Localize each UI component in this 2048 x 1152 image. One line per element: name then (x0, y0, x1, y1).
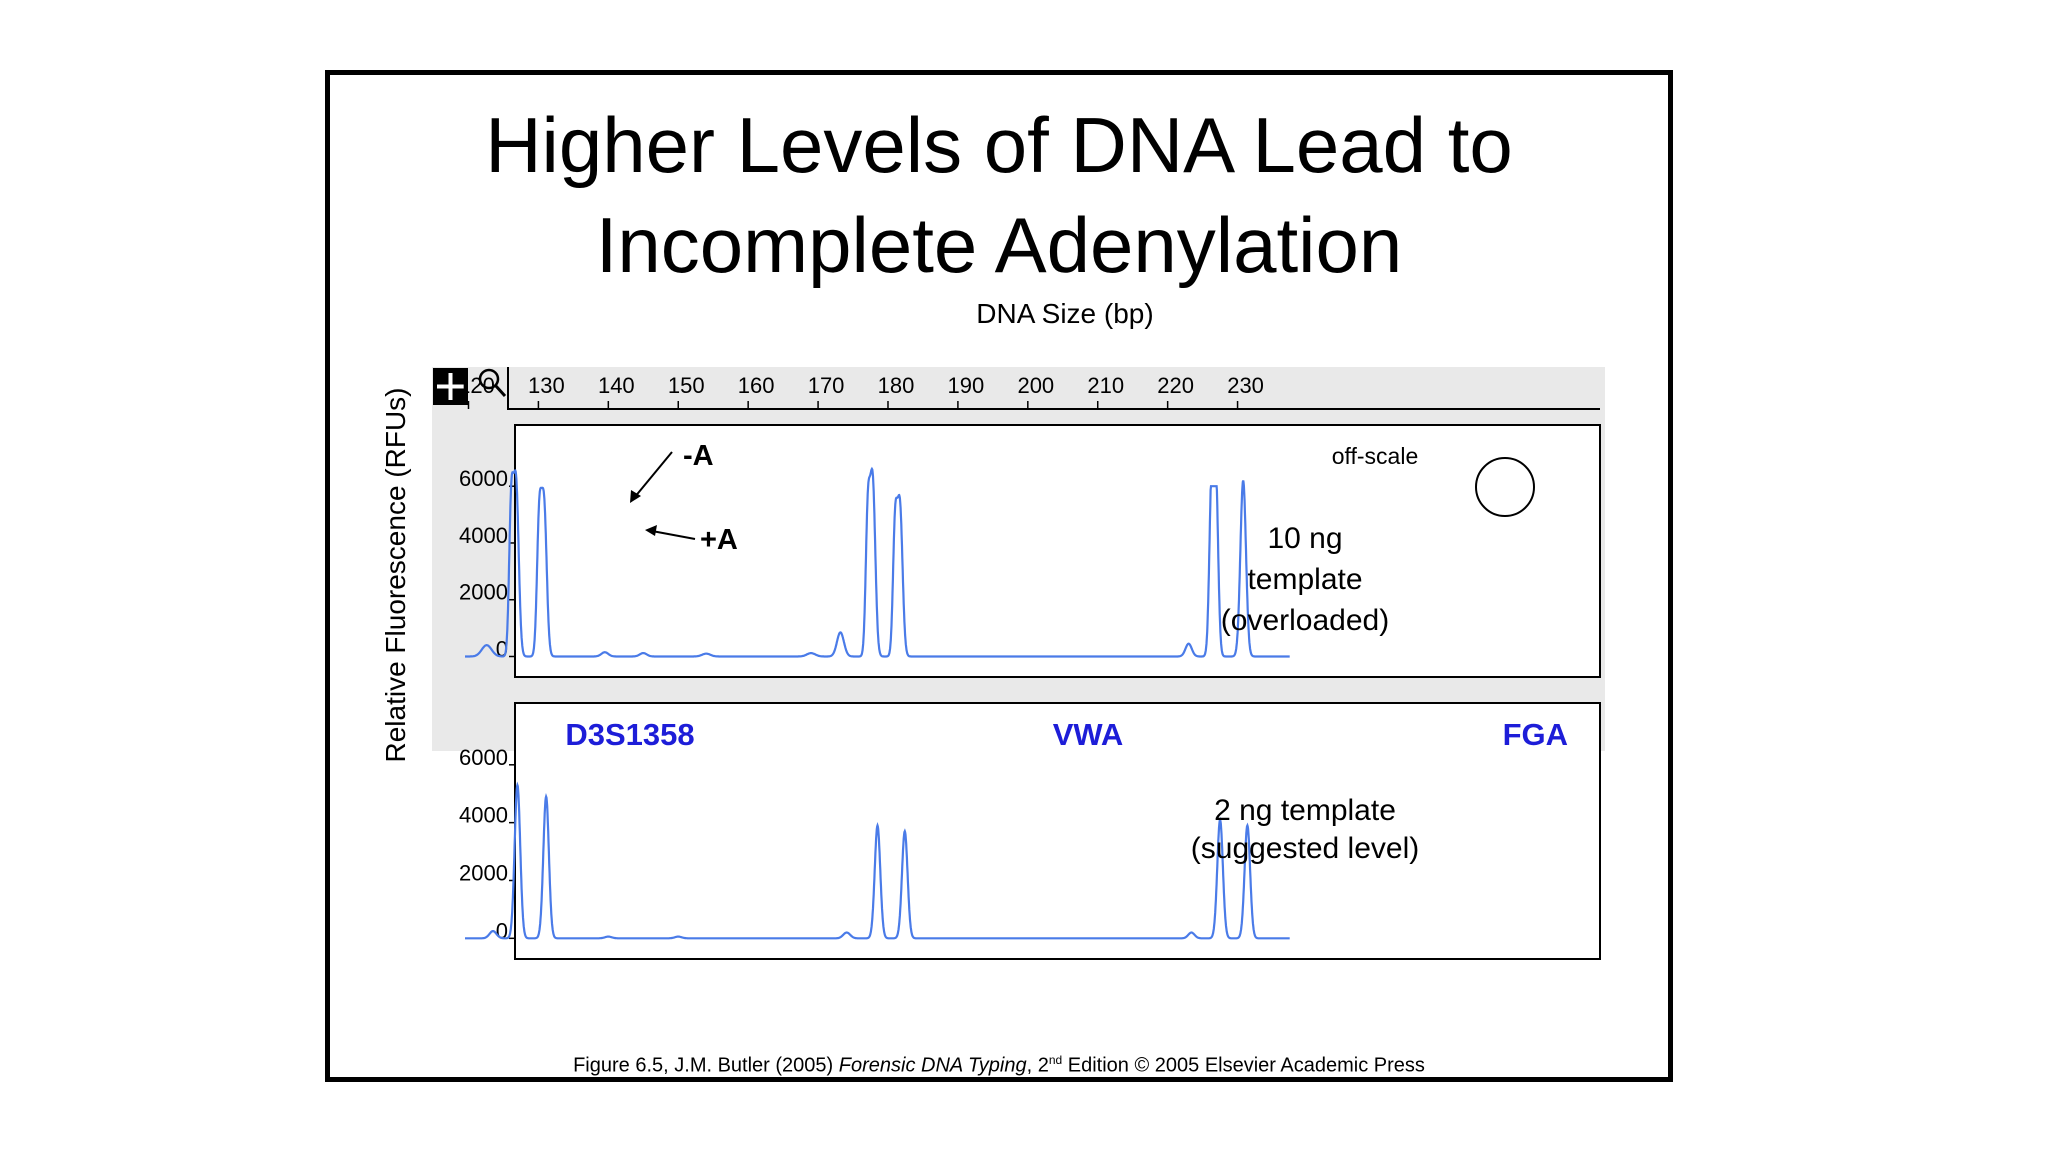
magnifier-icon-handle (494, 384, 507, 398)
panel-1-y-tick-label-4000: 4000 (459, 523, 508, 548)
plus-a-arrowhead (645, 525, 657, 536)
figure-caption: Figure 6.5, J.M. Butler (2005) Forensic … (330, 1053, 1668, 1078)
plus-a-label: +A (700, 524, 738, 556)
x-tick-label-180: 180 (878, 373, 915, 398)
electropherogram-figure: DNA Size (bp) 120 130 140 150 160 170 180 190 200… (380, 298, 1605, 960)
minus-a-arrowhead (630, 490, 641, 503)
x-tick-label-150: 150 (668, 373, 705, 398)
x-tick-label-130: 130 (528, 373, 565, 398)
x-tick-label-170: 170 (808, 373, 845, 398)
caption-book-title: Forensic DNA Typing (838, 1054, 1027, 1077)
slide-title-line-1: Higher Levels of DNA Lead to (485, 101, 1513, 189)
minus-a-label: -A (683, 440, 714, 472)
crosshair-icon-horizontal (437, 384, 464, 389)
locus-label-fga: FGA (1503, 717, 1568, 752)
off-scale-label: off-scale (1332, 443, 1419, 469)
panel-1-text-line-3: (overloaded) (1221, 604, 1389, 637)
panel-1-text-line-2: template (1247, 563, 1362, 596)
minus-a-arrow-line (633, 451, 673, 499)
caption-superscript: nd (1048, 1053, 1063, 1067)
panel-2-y-tick-label-0: 0 (496, 918, 508, 943)
magnifier-icon (478, 368, 500, 390)
locus-label-d3s1358: D3S1358 (565, 717, 694, 752)
panel-2-y-tick-label-2000: 2000 (459, 860, 508, 885)
panel-2-text-line-1: 2 ng template (1214, 794, 1396, 827)
panel-1-text-line-1: 10 ng (1267, 522, 1342, 555)
x-tick-label-200: 200 (1017, 373, 1054, 398)
x-tick-label-140: 140 (598, 373, 635, 398)
y-axis-title: Relative Fluorescence (RFUs) (380, 388, 411, 763)
x-tick-label-160: 160 (738, 373, 775, 398)
slide-title-line-2: Incomplete Adenylation (595, 201, 1403, 289)
off-scale-circle (1475, 457, 1535, 517)
panel-2-text-line-2: (suggested level) (1191, 832, 1419, 865)
panel-1-frame (514, 424, 1601, 678)
caption-part-2: , 2 (1026, 1054, 1049, 1077)
panel-2-y-tick-label-4000: 4000 (459, 803, 508, 828)
x-tick-label-120: 120 (458, 373, 495, 398)
caption-part-1: Figure 6.5, J.M. Butler (2005) (573, 1054, 839, 1077)
x-axis-title: DNA Size (bp) (976, 298, 1153, 329)
panel-2-y-tick-label-6000: 6000 (459, 745, 508, 770)
slide-frame: Higher Levels of DNA Lead to Incomplete … (325, 70, 1673, 1082)
panel-1-trace (465, 466, 1290, 658)
locus-label-vwa: VWA (1053, 717, 1124, 752)
caption-part-3: Edition © 2005 Elsevier Academic Press (1062, 1054, 1425, 1077)
x-tick-label-190: 190 (948, 373, 985, 398)
panel-1-y-tick-label-6000: 6000 (459, 466, 508, 491)
slide-title: Higher Levels of DNA Lead to Incomplete … (330, 95, 1668, 295)
x-tick-label-220: 220 (1157, 373, 1194, 398)
panel-1-y-tick-label-2000: 2000 (459, 580, 508, 605)
x-tick-label-230: 230 (1227, 373, 1264, 398)
plus-a-arrow-line (651, 530, 696, 540)
x-tick-label-210: 210 (1087, 373, 1124, 398)
panel-2-trace (465, 781, 1290, 940)
